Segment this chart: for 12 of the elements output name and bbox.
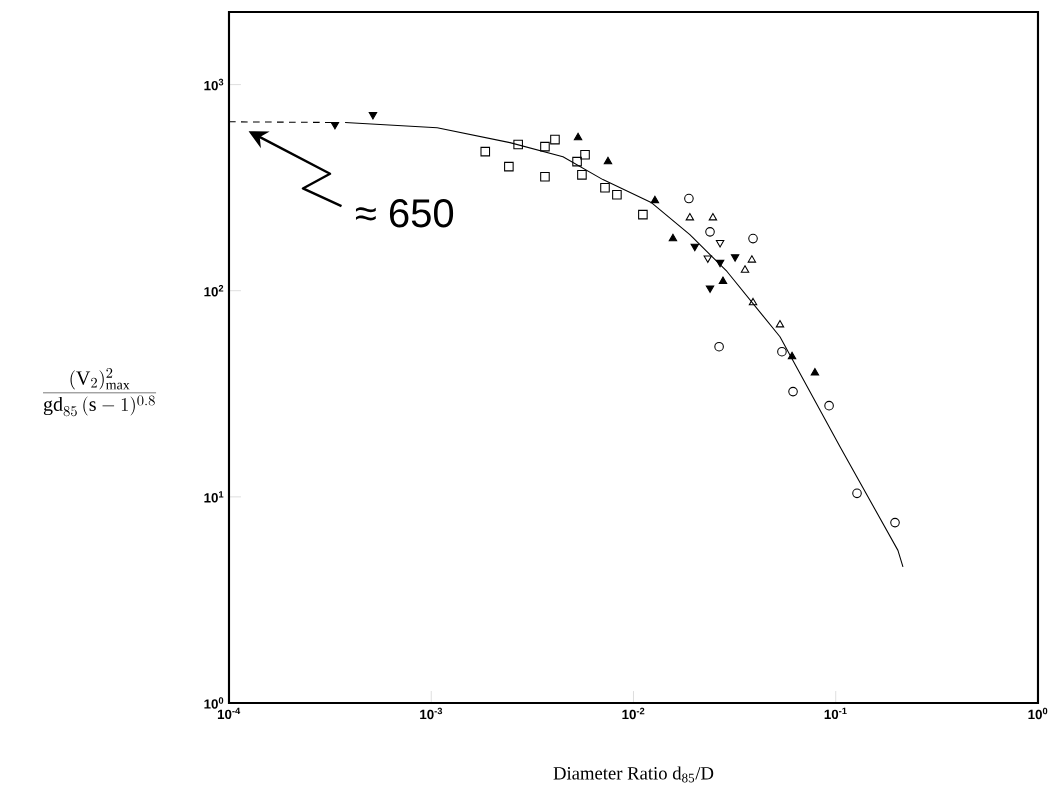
y-tick-label: 10$^{2}$ bbox=[204, 284, 224, 297]
y-tick-label: 10$^{0}$ bbox=[204, 697, 224, 709]
y-tick-label: 10$^{3}$ bbox=[204, 78, 224, 91]
x-tick-label: 10$^{-2}$ bbox=[622, 707, 645, 720]
y-axis-title: $\frac{(\mathrm{V}_{2})^{2}_{\mathrm{max}}}{\mathrm{gd}_{85}\,(\mathrm{s}-1)^{0.8}}$ bbox=[43, 367, 157, 417]
x-tick-label: 10$^{-3}$ bbox=[420, 707, 443, 720]
x-tick-label: 10$^{-4}$ bbox=[217, 707, 241, 720]
x-axis-title: Diameter Ratio d$_{85}$/D bbox=[553, 766, 714, 783]
annotation: ≈ 650 bbox=[355, 199, 454, 228]
y-tick-label: 10$^{1}$ bbox=[204, 491, 224, 503]
x-tick-label: 10$^{0}$ bbox=[1028, 707, 1048, 720]
x-tick-label: 10$^{-1}$ bbox=[824, 707, 847, 720]
